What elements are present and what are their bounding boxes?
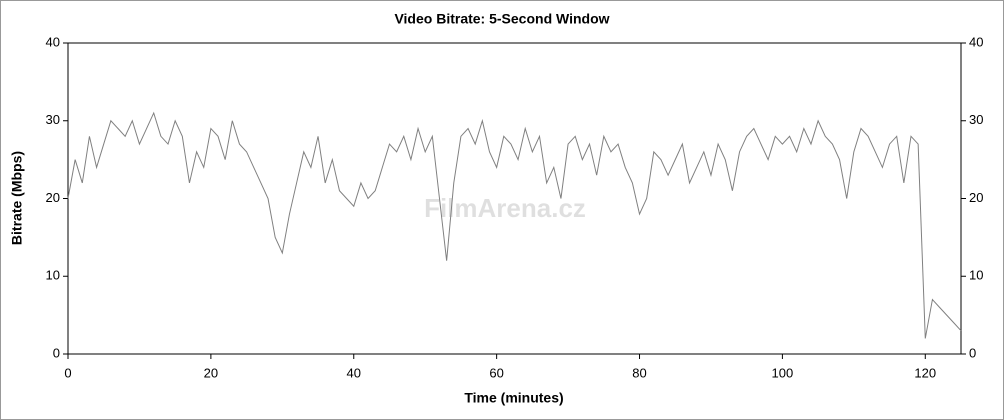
y2-tick-label: 30 (969, 112, 983, 127)
y2-tick-label: 10 (969, 268, 983, 283)
y-tick-label: 10 (46, 268, 60, 283)
y-axis-label: Bitrate (Mbps) (9, 151, 25, 245)
watermark: FilmArena.cz (424, 193, 586, 223)
y-tick-label: 30 (46, 112, 60, 127)
y-tick-label: 20 (46, 190, 60, 205)
x-tick-label: 0 (64, 365, 71, 380)
data-line (67, 111, 962, 339)
x-tick-label: 100 (772, 365, 794, 380)
x-tick-label: 120 (914, 365, 936, 380)
y2-tick-label: 0 (969, 345, 976, 360)
x-tick-label: 80 (632, 365, 646, 380)
y-tick-label: 40 (46, 34, 60, 49)
x-axis-label: Time (minutes) (464, 390, 563, 406)
x-tick-label: 20 (204, 365, 218, 380)
x-tick-label: 60 (489, 365, 503, 380)
x-tick-label: 40 (347, 365, 361, 380)
chart-title: Video Bitrate: 5-Second Window (394, 11, 609, 27)
y-tick-label: 0 (53, 345, 60, 360)
y2-tick-label: 20 (969, 190, 983, 205)
y2-tick-label: 40 (969, 34, 983, 49)
